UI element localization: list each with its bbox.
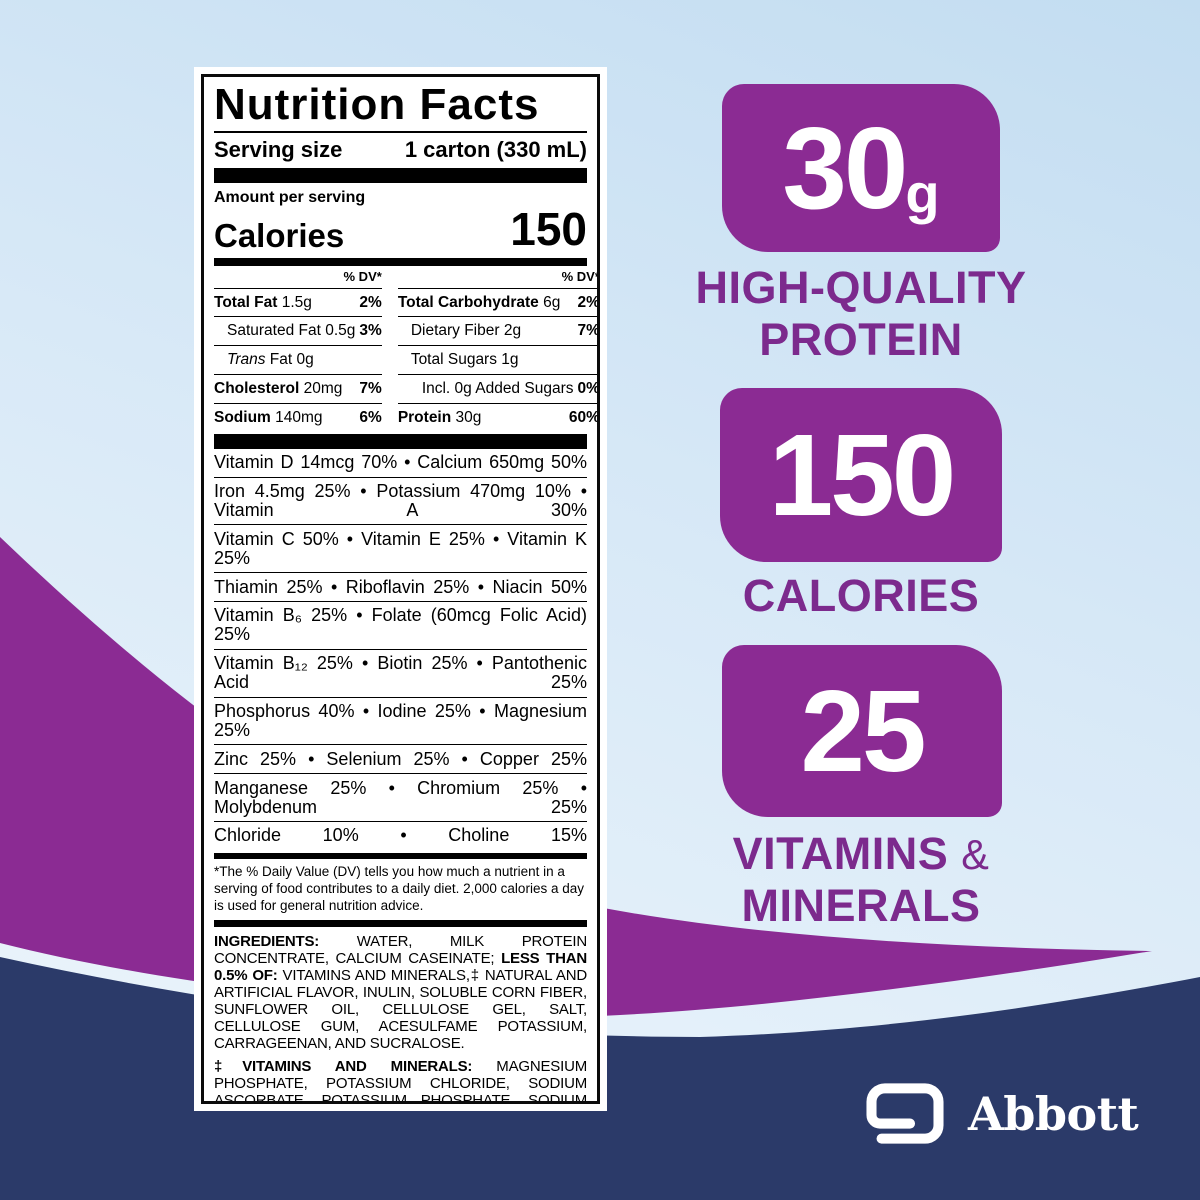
divider-thick xyxy=(214,167,587,183)
nutrient-column-right: % DV* Total Carbohydrate 6g 2% Dietary F… xyxy=(397,266,600,432)
vitamins-caption: VITAMINS & MINERALS xyxy=(732,828,990,932)
table-row: Cholesterol 20mg 7% xyxy=(214,374,382,403)
protein-badge: 30 g xyxy=(722,84,1000,252)
vitamins-count: 25 xyxy=(800,666,926,796)
nutrient-table: % DV* Total Fat 1.5g 2% Saturated Fat 0.… xyxy=(214,266,597,432)
ingredients-paragraph: INGREDIENTS: WATER, MILK PROTEIN CONCENT… xyxy=(214,932,587,1053)
calories-caption: CALORIES xyxy=(742,570,980,621)
protein-unit: g xyxy=(905,162,940,225)
micronutrient-line: Vitamin D 14mcg 70% • Calcium 650mg 50% xyxy=(214,452,587,473)
calories-row: Calories 150 xyxy=(214,202,587,255)
micronutrient-line: Zinc 25% • Selenium 25% • Copper 25% xyxy=(214,744,587,773)
table-row: Total Carbohydrate 6g 2% xyxy=(397,287,597,317)
dv-header: % DV* xyxy=(561,268,600,284)
micronutrient-line: Vitamin B₁₂ 25% • Biotin 25% • Pantothen… xyxy=(214,648,587,697)
nutrition-facts-title: Nutrition Facts xyxy=(214,82,587,133)
vitamins-minerals-paragraph: ‡VITAMINS AND MINERALS: MAGNESIUM PHOSPH… xyxy=(214,1058,588,1104)
micronutrient-line: Manganese 25% • Chromium 25% • Molybdenu… xyxy=(214,773,587,821)
micronutrient-line: Iron 4.5mg 25% • Potassium 470mg 10% • V… xyxy=(214,476,587,525)
nutrition-facts-border: Nutrition Facts Serving size 1 carton (3… xyxy=(201,74,600,1104)
serving-size-row: Serving size 1 carton (330 mL) xyxy=(214,133,587,168)
micronutrient-line: Phosphorus 40% • Iodine 25% • Magnesium … xyxy=(214,696,587,745)
calories-count: 150 xyxy=(768,410,957,540)
ampersand: & xyxy=(961,832,990,878)
micronutrient-line: Chloride 10% • Choline 15% xyxy=(214,820,587,850)
calories-label: Calories xyxy=(214,217,345,255)
micronutrient-line: Vitamin B₆ 25% • Folate (60mcg Folic Aci… xyxy=(214,600,587,649)
protein-caption: HIGH-QUALITY PROTEIN xyxy=(695,262,1027,366)
table-row: Total Fat 1.5g 2% xyxy=(214,287,382,317)
protein-grams: 30 xyxy=(782,103,908,233)
calories-value: 150 xyxy=(510,202,587,255)
table-row: Sodium 140mg 6% xyxy=(214,402,382,432)
table-row: Incl. 0g Added Sugars 0% xyxy=(397,374,597,403)
divider-thick xyxy=(214,433,587,449)
daily-value-footnote: *The % Daily Value (DV) tells you how mu… xyxy=(214,863,584,913)
micronutrient-line: Thiamin 25% • Riboflavin 25% • Niacin 50… xyxy=(214,572,587,601)
amount-per-serving: Amount per serving xyxy=(214,188,366,206)
divider-thin xyxy=(214,919,587,927)
serving-size-value: 1 carton (330 mL) xyxy=(404,136,587,162)
ingredients-lead: INGREDIENTS: xyxy=(214,932,320,950)
nutrition-facts-label: Nutrition Facts Serving size 1 carton (3… xyxy=(194,67,607,1111)
divider-medium xyxy=(214,257,587,266)
table-row: Total Sugars 1g xyxy=(397,345,597,374)
micronutrient-line: Vitamin C 50% • Vitamin E 25% • Vitamin … xyxy=(214,524,587,572)
abbott-wordmark: Abbott xyxy=(968,1086,1139,1141)
table-row: Protein 30g 60% xyxy=(397,402,597,432)
less-than-lead: LESS THAN 0.5% OF: xyxy=(214,949,587,984)
table-row: Trans Fat 0g xyxy=(214,345,382,374)
calories-badge: 150 xyxy=(720,388,1002,562)
nutrient-column-left: % DV* Total Fat 1.5g 2% Saturated Fat 0.… xyxy=(214,266,382,432)
abbott-a-icon xyxy=(866,1083,944,1144)
abbott-logo: Abbott xyxy=(862,1080,1139,1147)
dv-header: % DV* xyxy=(343,268,382,284)
vitamins-minerals-lead: ‡VITAMINS AND MINERALS: xyxy=(214,1058,473,1076)
table-row: Dietary Fiber 2g 7% xyxy=(397,316,597,345)
vitamins-badge: 25 xyxy=(722,645,1002,817)
table-row: Saturated Fat 0.5g 3% xyxy=(214,316,382,345)
divider-thin xyxy=(214,852,587,859)
micronutrient-list: Vitamin D 14mcg 70% • Calcium 650mg 50% … xyxy=(214,449,587,850)
serving-size-label: Serving size xyxy=(214,136,343,162)
